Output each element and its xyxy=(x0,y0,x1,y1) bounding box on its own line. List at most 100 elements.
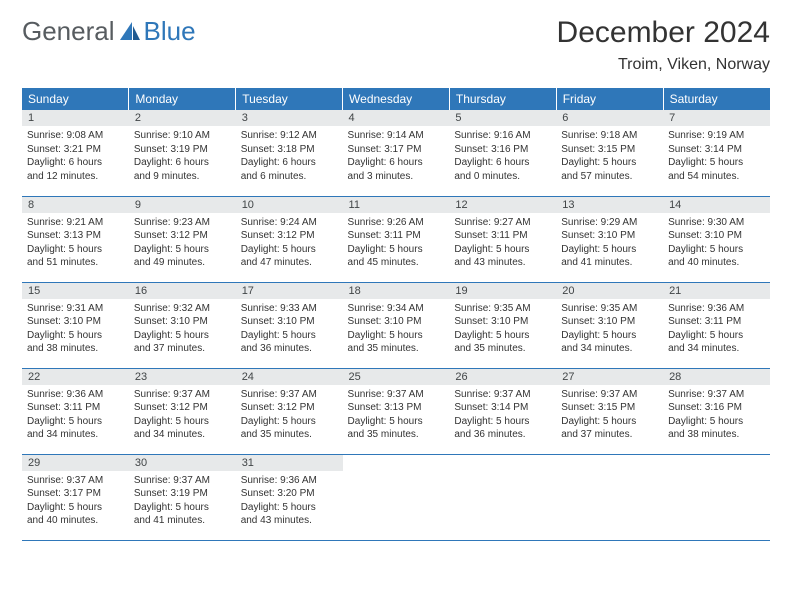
day-details: Sunrise: 9:37 AMSunset: 3:16 PMDaylight:… xyxy=(663,385,770,442)
calendar-cell: 28Sunrise: 9:37 AMSunset: 3:16 PMDayligh… xyxy=(663,368,770,454)
calendar-row: 8Sunrise: 9:21 AMSunset: 3:13 PMDaylight… xyxy=(22,196,770,282)
day-details: Sunrise: 9:26 AMSunset: 3:11 PMDaylight:… xyxy=(343,213,450,270)
day-number: 15 xyxy=(22,283,129,299)
day-details: Sunrise: 9:12 AMSunset: 3:18 PMDaylight:… xyxy=(236,126,343,183)
weekday-header: Sunday xyxy=(22,88,129,110)
day-number: 29 xyxy=(22,455,129,471)
calendar-cell xyxy=(663,454,770,540)
logo-sail-icon xyxy=(118,20,142,42)
calendar-cell: 14Sunrise: 9:30 AMSunset: 3:10 PMDayligh… xyxy=(663,196,770,282)
page-header: General Blue December 2024 Troim, Viken,… xyxy=(22,18,770,74)
calendar-cell: 20Sunrise: 9:35 AMSunset: 3:10 PMDayligh… xyxy=(556,282,663,368)
day-number: 28 xyxy=(663,369,770,385)
calendar-cell xyxy=(449,454,556,540)
day-details: Sunrise: 9:34 AMSunset: 3:10 PMDaylight:… xyxy=(343,299,450,356)
weekday-header: Thursday xyxy=(449,88,556,110)
calendar-row: 22Sunrise: 9:36 AMSunset: 3:11 PMDayligh… xyxy=(22,368,770,454)
day-details: Sunrise: 9:37 AMSunset: 3:12 PMDaylight:… xyxy=(236,385,343,442)
calendar-cell: 21Sunrise: 9:36 AMSunset: 3:11 PMDayligh… xyxy=(663,282,770,368)
calendar-cell: 19Sunrise: 9:35 AMSunset: 3:10 PMDayligh… xyxy=(449,282,556,368)
day-details: Sunrise: 9:36 AMSunset: 3:11 PMDaylight:… xyxy=(22,385,129,442)
calendar-cell: 22Sunrise: 9:36 AMSunset: 3:11 PMDayligh… xyxy=(22,368,129,454)
day-details: Sunrise: 9:23 AMSunset: 3:12 PMDaylight:… xyxy=(129,213,236,270)
calendar-cell: 31Sunrise: 9:36 AMSunset: 3:20 PMDayligh… xyxy=(236,454,343,540)
day-details: Sunrise: 9:18 AMSunset: 3:15 PMDaylight:… xyxy=(556,126,663,183)
calendar-cell: 24Sunrise: 9:37 AMSunset: 3:12 PMDayligh… xyxy=(236,368,343,454)
day-number: 13 xyxy=(556,197,663,213)
day-details: Sunrise: 9:16 AMSunset: 3:16 PMDaylight:… xyxy=(449,126,556,183)
day-number: 14 xyxy=(663,197,770,213)
weekday-header: Tuesday xyxy=(236,88,343,110)
day-number: 5 xyxy=(449,110,556,126)
weekday-header: Saturday xyxy=(663,88,770,110)
calendar-cell: 25Sunrise: 9:37 AMSunset: 3:13 PMDayligh… xyxy=(343,368,450,454)
day-details: Sunrise: 9:33 AMSunset: 3:10 PMDaylight:… xyxy=(236,299,343,356)
day-details: Sunrise: 9:35 AMSunset: 3:10 PMDaylight:… xyxy=(556,299,663,356)
day-number: 27 xyxy=(556,369,663,385)
day-number: 30 xyxy=(129,455,236,471)
calendar-cell: 11Sunrise: 9:26 AMSunset: 3:11 PMDayligh… xyxy=(343,196,450,282)
day-number: 6 xyxy=(556,110,663,126)
day-details: Sunrise: 9:21 AMSunset: 3:13 PMDaylight:… xyxy=(22,213,129,270)
calendar-cell: 30Sunrise: 9:37 AMSunset: 3:19 PMDayligh… xyxy=(129,454,236,540)
day-number: 8 xyxy=(22,197,129,213)
day-number: 24 xyxy=(236,369,343,385)
day-details: Sunrise: 9:31 AMSunset: 3:10 PMDaylight:… xyxy=(22,299,129,356)
calendar-cell: 1Sunrise: 9:08 AMSunset: 3:21 PMDaylight… xyxy=(22,110,129,196)
calendar-cell: 12Sunrise: 9:27 AMSunset: 3:11 PMDayligh… xyxy=(449,196,556,282)
calendar-cell: 13Sunrise: 9:29 AMSunset: 3:10 PMDayligh… xyxy=(556,196,663,282)
day-details: Sunrise: 9:36 AMSunset: 3:11 PMDaylight:… xyxy=(663,299,770,356)
title-block: December 2024 Troim, Viken, Norway xyxy=(557,18,770,74)
calendar-row: 15Sunrise: 9:31 AMSunset: 3:10 PMDayligh… xyxy=(22,282,770,368)
day-details: Sunrise: 9:37 AMSunset: 3:12 PMDaylight:… xyxy=(129,385,236,442)
day-number: 17 xyxy=(236,283,343,299)
calendar-cell: 15Sunrise: 9:31 AMSunset: 3:10 PMDayligh… xyxy=(22,282,129,368)
day-number: 18 xyxy=(343,283,450,299)
logo: General Blue xyxy=(22,18,196,44)
day-details: Sunrise: 9:08 AMSunset: 3:21 PMDaylight:… xyxy=(22,126,129,183)
logo-word1: General xyxy=(22,18,115,44)
day-details: Sunrise: 9:32 AMSunset: 3:10 PMDaylight:… xyxy=(129,299,236,356)
calendar-cell: 16Sunrise: 9:32 AMSunset: 3:10 PMDayligh… xyxy=(129,282,236,368)
day-details: Sunrise: 9:37 AMSunset: 3:13 PMDaylight:… xyxy=(343,385,450,442)
calendar-cell: 6Sunrise: 9:18 AMSunset: 3:15 PMDaylight… xyxy=(556,110,663,196)
day-number: 31 xyxy=(236,455,343,471)
day-details: Sunrise: 9:37 AMSunset: 3:14 PMDaylight:… xyxy=(449,385,556,442)
calendar-cell: 2Sunrise: 9:10 AMSunset: 3:19 PMDaylight… xyxy=(129,110,236,196)
month-title: December 2024 xyxy=(557,18,770,48)
day-details: Sunrise: 9:24 AMSunset: 3:12 PMDaylight:… xyxy=(236,213,343,270)
day-details: Sunrise: 9:27 AMSunset: 3:11 PMDaylight:… xyxy=(449,213,556,270)
day-number: 10 xyxy=(236,197,343,213)
weekday-row: Sunday Monday Tuesday Wednesday Thursday… xyxy=(22,88,770,110)
day-details: Sunrise: 9:29 AMSunset: 3:10 PMDaylight:… xyxy=(556,213,663,270)
weekday-header: Friday xyxy=(556,88,663,110)
day-number: 23 xyxy=(129,369,236,385)
calendar-cell: 5Sunrise: 9:16 AMSunset: 3:16 PMDaylight… xyxy=(449,110,556,196)
calendar-cell: 9Sunrise: 9:23 AMSunset: 3:12 PMDaylight… xyxy=(129,196,236,282)
calendar-cell: 7Sunrise: 9:19 AMSunset: 3:14 PMDaylight… xyxy=(663,110,770,196)
day-details: Sunrise: 9:19 AMSunset: 3:14 PMDaylight:… xyxy=(663,126,770,183)
weekday-header: Monday xyxy=(129,88,236,110)
calendar-cell xyxy=(556,454,663,540)
calendar-cell: 8Sunrise: 9:21 AMSunset: 3:13 PMDaylight… xyxy=(22,196,129,282)
calendar-row: 1Sunrise: 9:08 AMSunset: 3:21 PMDaylight… xyxy=(22,110,770,196)
calendar-cell xyxy=(343,454,450,540)
day-number: 2 xyxy=(129,110,236,126)
day-number: 22 xyxy=(22,369,129,385)
location: Troim, Viken, Norway xyxy=(557,56,770,74)
calendar-table: Sunday Monday Tuesday Wednesday Thursday… xyxy=(22,88,770,541)
calendar-row: 29Sunrise: 9:37 AMSunset: 3:17 PMDayligh… xyxy=(22,454,770,540)
day-details: Sunrise: 9:14 AMSunset: 3:17 PMDaylight:… xyxy=(343,126,450,183)
day-details: Sunrise: 9:10 AMSunset: 3:19 PMDaylight:… xyxy=(129,126,236,183)
day-number: 16 xyxy=(129,283,236,299)
day-number: 26 xyxy=(449,369,556,385)
calendar-cell: 10Sunrise: 9:24 AMSunset: 3:12 PMDayligh… xyxy=(236,196,343,282)
calendar-cell: 18Sunrise: 9:34 AMSunset: 3:10 PMDayligh… xyxy=(343,282,450,368)
day-number: 19 xyxy=(449,283,556,299)
logo-word2: Blue xyxy=(144,18,196,44)
day-details: Sunrise: 9:37 AMSunset: 3:17 PMDaylight:… xyxy=(22,471,129,528)
day-details: Sunrise: 9:30 AMSunset: 3:10 PMDaylight:… xyxy=(663,213,770,270)
day-number: 12 xyxy=(449,197,556,213)
weekday-header: Wednesday xyxy=(343,88,450,110)
day-number: 3 xyxy=(236,110,343,126)
